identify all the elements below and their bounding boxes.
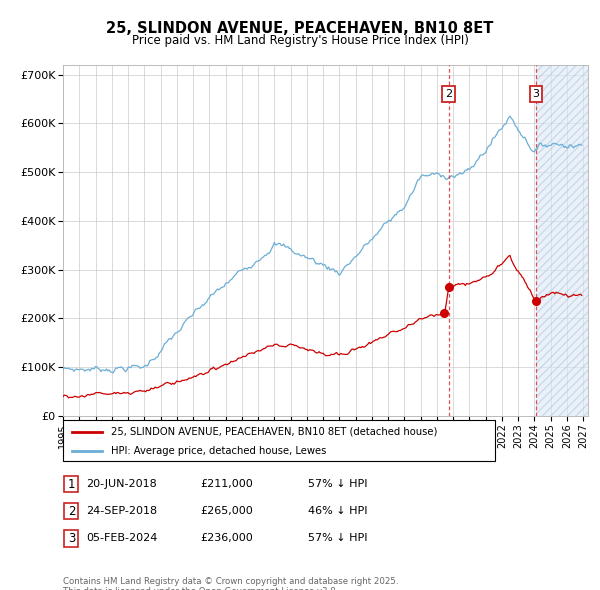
Text: 25, SLINDON AVENUE, PEACEHAVEN, BN10 8ET: 25, SLINDON AVENUE, PEACEHAVEN, BN10 8ET xyxy=(106,21,494,35)
Text: £265,000: £265,000 xyxy=(200,506,253,516)
Text: £236,000: £236,000 xyxy=(200,533,253,543)
Text: 2: 2 xyxy=(445,89,452,99)
Text: 2: 2 xyxy=(68,504,75,518)
Text: 05-FEB-2024: 05-FEB-2024 xyxy=(86,533,157,543)
FancyBboxPatch shape xyxy=(64,530,79,546)
Text: 3: 3 xyxy=(68,532,75,545)
Text: 1: 1 xyxy=(68,477,75,491)
Text: 20-JUN-2018: 20-JUN-2018 xyxy=(86,479,157,489)
Text: Price paid vs. HM Land Registry's House Price Index (HPI): Price paid vs. HM Land Registry's House … xyxy=(131,34,469,47)
Text: HPI: Average price, detached house, Lewes: HPI: Average price, detached house, Lewe… xyxy=(110,446,326,456)
Text: 46% ↓ HPI: 46% ↓ HPI xyxy=(308,506,367,516)
FancyBboxPatch shape xyxy=(64,476,79,492)
Text: 25, SLINDON AVENUE, PEACEHAVEN, BN10 8ET (detached house): 25, SLINDON AVENUE, PEACEHAVEN, BN10 8ET… xyxy=(110,427,437,437)
Bar xyxy=(536,65,591,416)
Text: 57% ↓ HPI: 57% ↓ HPI xyxy=(308,533,367,543)
Text: 57% ↓ HPI: 57% ↓ HPI xyxy=(308,479,367,489)
FancyBboxPatch shape xyxy=(63,420,495,461)
FancyBboxPatch shape xyxy=(64,503,79,519)
Text: 24-SEP-2018: 24-SEP-2018 xyxy=(86,506,157,516)
Text: 3: 3 xyxy=(532,89,539,99)
Text: £211,000: £211,000 xyxy=(200,479,253,489)
Text: Contains HM Land Registry data © Crown copyright and database right 2025.
This d: Contains HM Land Registry data © Crown c… xyxy=(63,577,398,590)
Bar xyxy=(536,65,591,416)
